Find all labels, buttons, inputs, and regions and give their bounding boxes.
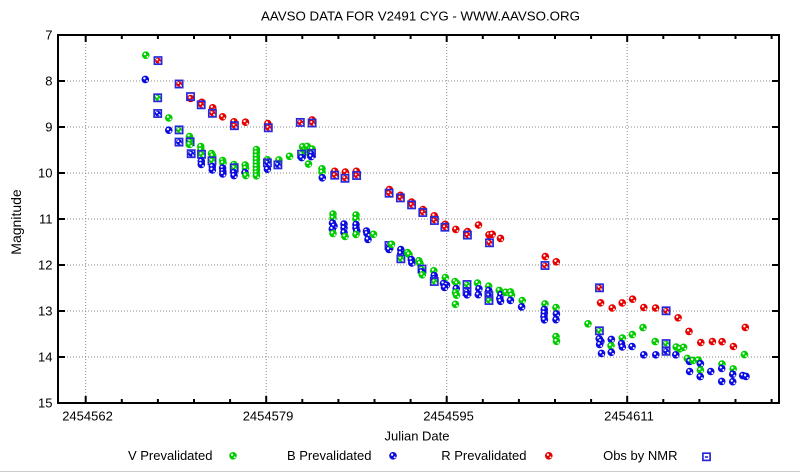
svg-text:Magnitude: Magnitude (8, 189, 24, 255)
svg-text:R Prevalidated: R Prevalidated (441, 448, 526, 463)
svg-text:14: 14 (38, 350, 52, 365)
svg-text:11: 11 (39, 212, 53, 227)
svg-text:8: 8 (45, 74, 52, 89)
svg-text:7: 7 (45, 28, 52, 43)
svg-text:10: 10 (38, 166, 52, 181)
svg-text:Obs by NMR: Obs by NMR (603, 448, 677, 463)
svg-text:B Prevalidated: B Prevalidated (287, 448, 372, 463)
svg-text:12: 12 (38, 258, 52, 273)
svg-text:V Prevalidated: V Prevalidated (128, 448, 213, 463)
svg-text:AAVSO DATA FOR V2491 CYG - WWW: AAVSO DATA FOR V2491 CYG - WWW.AAVSO.ORG (261, 9, 580, 24)
svg-text:2454579: 2454579 (243, 409, 294, 424)
svg-text:2454611: 2454611 (604, 409, 654, 424)
svg-text:2454562: 2454562 (62, 409, 113, 424)
svg-text:Julian Date: Julian Date (384, 429, 449, 444)
svg-text:15: 15 (38, 396, 52, 411)
svg-text:2454595: 2454595 (423, 409, 474, 424)
svg-text:13: 13 (38, 304, 52, 319)
svg-text:9: 9 (45, 120, 52, 135)
